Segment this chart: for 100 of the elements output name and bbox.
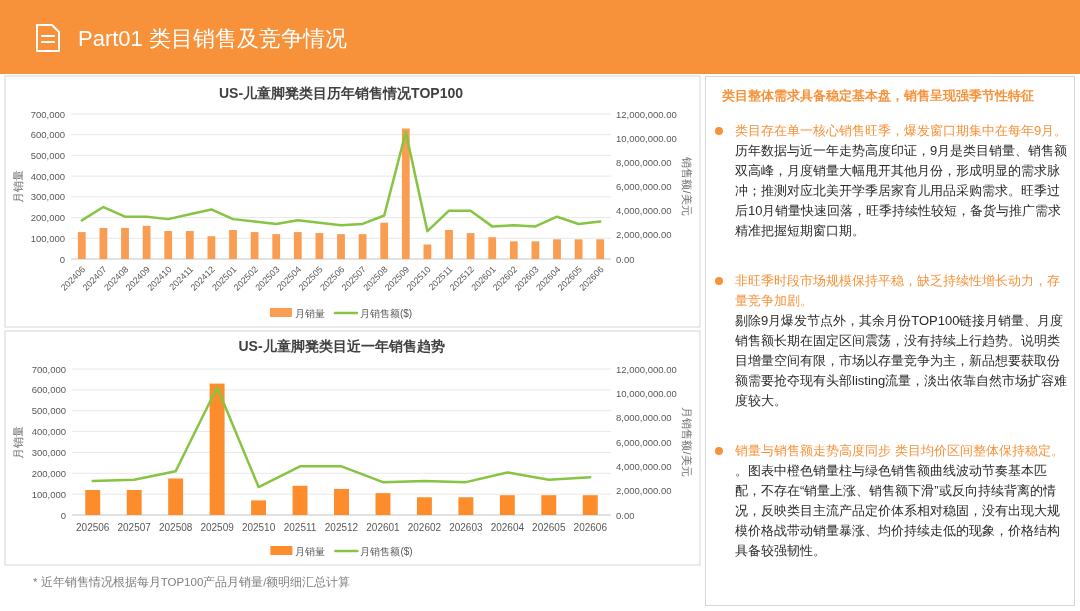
y-tick-label: 300,000	[30, 191, 65, 203]
bar	[596, 239, 605, 259]
x-tick-label: 202605	[532, 522, 566, 533]
line-series	[91, 386, 592, 489]
legend-label: 月销量	[294, 308, 325, 319]
y2-axis-title: 月销售额/美元	[681, 407, 693, 477]
y-tick-label: 500,000	[31, 405, 66, 417]
x-tick-label: 202511	[283, 522, 317, 533]
x-tick-label: 202604	[490, 522, 525, 533]
x-tick-label: 202603	[449, 522, 483, 533]
bar	[531, 241, 540, 259]
y2-tick-label: 10,000,000.00	[616, 132, 677, 144]
text: 。图表中橙色销量柱与绿色销售额曲线波动节奏基本匹配，不存在“销量上涨、销售额下滑”或反向持续背离的情况，反映类目主流产品定价体系相对稳固，没有出现大规模价格战带动销量暴涨、均价持续走低的现象，价格结构具备较强韧性。	[735, 462, 1061, 560]
x-tick-label: 202508	[158, 522, 193, 533]
y2-axis-title: 销售额/美元	[681, 156, 693, 216]
x-tick-label: 202509	[200, 522, 235, 533]
bar	[416, 497, 432, 515]
y-tick-label: 700,000	[31, 363, 66, 375]
y-tick-label: 100,000	[30, 232, 65, 244]
bar	[499, 495, 515, 515]
y-tick-label: 0	[59, 253, 65, 265]
y-axis-title: 月销量	[12, 170, 24, 203]
bar	[142, 225, 151, 259]
bar	[375, 493, 391, 515]
x-tick-label: 202510	[241, 522, 276, 533]
y-tick-label: 600,000	[30, 129, 65, 141]
text: 剔除9月爆发节点外，其余月份TOP100链接月销量、月度销售额长期在固定区间震荡，没有持续上行趋势。说明类目增量空间有限，市场以存量竞争为主，新品想要获取份额需要抢夺现有头部listing流量，淡出依靠自然市场扩容难度较大。	[735, 312, 1069, 410]
bar	[401, 128, 410, 259]
x-tick-label: 202512	[324, 522, 359, 533]
bar	[509, 241, 518, 259]
bar	[229, 230, 237, 259]
y2-tick-label: 0.00	[616, 509, 635, 521]
bar	[207, 236, 216, 259]
bar	[168, 478, 184, 515]
x-tick-label: 202606	[573, 522, 608, 533]
bar	[358, 234, 367, 259]
y-tick-label: 200,000	[30, 212, 65, 224]
bar	[251, 500, 267, 515]
bar	[250, 232, 259, 259]
x-tick-label: 202506	[76, 522, 110, 533]
chart-title: US-儿童脚凳类目近一年销售趋势	[238, 338, 445, 354]
x-tick-label: 202601	[366, 522, 401, 533]
y-tick-label: 200,000	[31, 467, 66, 479]
text: 类目存在单一核心销售旺季，爆发窗口期集中在每年9月。	[735, 122, 1069, 140]
bar	[85, 489, 101, 515]
x-tick-label: 202507	[117, 522, 152, 533]
y2-tick-label: 10,000,000.00	[616, 387, 677, 399]
text: * 近年销售情况根据每月TOP100产品月销量/额明细汇总计算	[33, 575, 351, 588]
bar	[445, 230, 453, 259]
text: Part01 类目销售及竞争情况	[78, 26, 347, 51]
bar	[293, 232, 302, 259]
y-tick-label: 100,000	[31, 488, 66, 500]
legend-label: 月销售额($)	[359, 308, 413, 319]
bar	[337, 234, 345, 259]
y-tick-label: 300,000	[31, 446, 66, 458]
y-tick-label: 700,000	[30, 108, 65, 120]
bar	[541, 495, 557, 515]
bar	[315, 233, 324, 259]
y-tick-label: 600,000	[31, 384, 66, 396]
y2-tick-label: 8,000,000.00	[616, 412, 672, 424]
bar	[292, 485, 308, 515]
bar	[121, 227, 129, 259]
y-tick-label: 500,000	[30, 149, 65, 161]
y2-tick-label: 12,000,000.00	[616, 363, 677, 375]
bar	[582, 495, 598, 515]
y2-tick-label: 2,000,000.00	[616, 229, 672, 241]
y2-tick-label: 6,000,000.00	[616, 436, 672, 448]
y2-tick-label: 12,000,000.00	[616, 108, 677, 120]
bar	[185, 231, 194, 259]
legend-label: 月销量	[295, 546, 326, 557]
y2-tick-label: 4,000,000.00	[616, 460, 672, 472]
text: 类目整体需求具备稳定基本盘，销售呈现强季节性特征	[721, 87, 1035, 105]
line-series	[80, 130, 602, 233]
text: 历年数据与近一年走势高度印证，9月是类目销量、销售额双高峰，月度销量大幅甩开其他月份，形成明显的需求脉冲；推测对应北美开学季居家育儿用品采购需求。旺季过后10月销量快速回落，旺季持续性较短，备货与推广需求精准把握短期窗口期。	[735, 142, 1069, 240]
bar	[99, 227, 108, 259]
x-tick-label: 202602	[407, 522, 442, 533]
y-tick-label: 400,000	[31, 426, 66, 438]
y-tick-label: 0	[60, 509, 66, 521]
bar	[458, 497, 474, 515]
text: 销量与销售额走势高度同步 类目均价区间整体保持稳定。	[735, 442, 1065, 460]
y-axis-title: 月销量	[12, 425, 24, 459]
bar	[574, 239, 583, 259]
y2-tick-label: 8,000,000.00	[616, 156, 672, 168]
bar	[164, 231, 173, 259]
bar	[488, 237, 497, 259]
text: 非旺季时段市场规模保持平稳，缺乏持续性增长动力，存量竞争加剧。	[735, 272, 1061, 310]
bar	[380, 222, 389, 259]
bar	[126, 489, 142, 515]
bar	[77, 232, 86, 259]
bar	[209, 383, 225, 515]
y2-tick-label: 4,000,000.00	[616, 205, 672, 217]
y2-tick-label: 2,000,000.00	[616, 485, 672, 497]
y-tick-label: 400,000	[30, 170, 65, 182]
bar	[553, 239, 561, 259]
y2-tick-label: 0.00	[616, 253, 635, 265]
y2-tick-label: 6,000,000.00	[616, 181, 672, 192]
bar	[466, 233, 475, 259]
chart-title: US-儿童脚凳类目历年销售情况TOP100	[219, 85, 464, 101]
legend-label: 月销售额($)	[360, 546, 413, 557]
bar	[272, 234, 281, 259]
